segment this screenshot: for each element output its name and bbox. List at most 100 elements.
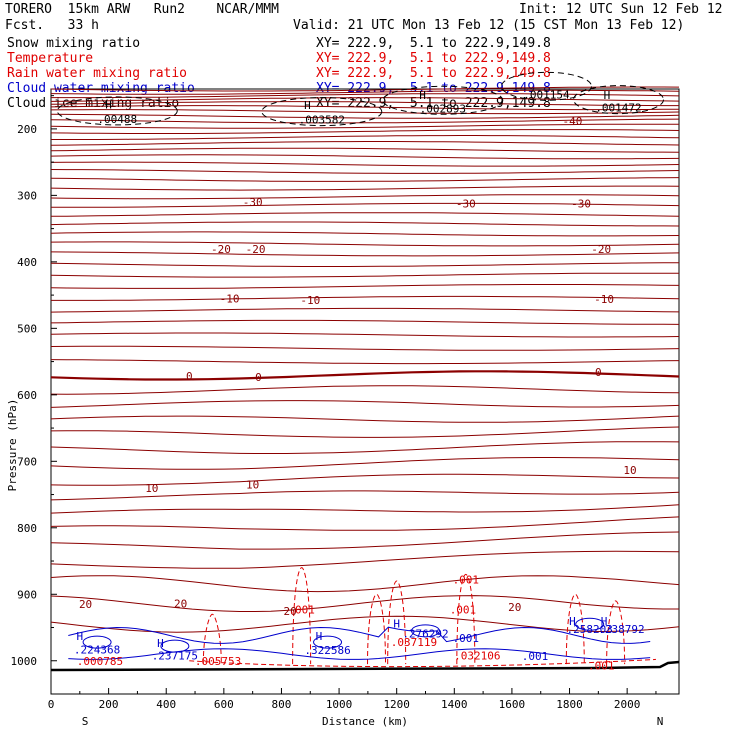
temperature-isotherm	[50, 231, 680, 237]
cloud-water-contour	[82, 635, 112, 649]
cloud-ice-max-label: .003582	[299, 114, 345, 127]
cloud-water-label: .237175	[152, 649, 198, 662]
legend-snow-name: Snow mixing ratio	[7, 36, 141, 51]
x-tick-label: 2000	[614, 698, 641, 711]
temperature-isotherm	[50, 575, 680, 593]
legend-rain-name: Rain water mixing ratio	[7, 66, 188, 81]
temperature-isotherm	[50, 332, 680, 338]
temperature-isotherm	[50, 595, 679, 612]
y-tick-label: 500	[17, 322, 37, 335]
temperature-isotherm	[50, 251, 680, 257]
temperature-isotherm	[50, 129, 680, 134]
temperature-isotherm	[50, 504, 680, 514]
x-tick-label: 1400	[441, 698, 468, 711]
isotherm-label: -20	[591, 243, 611, 256]
isotherm-label: 0	[595, 366, 602, 379]
cloud-ice-contour	[382, 85, 504, 115]
temperature-isotherm	[50, 262, 680, 267]
temperature-isotherm	[50, 272, 680, 278]
cloud-water-contours	[68, 617, 651, 660]
temperature-isotherm	[50, 359, 680, 365]
temperature-isotherm	[50, 89, 680, 95]
south-end-label: S	[82, 715, 89, 728]
temperature-isotherm	[50, 531, 680, 550]
terrain-surface-line	[50, 660, 680, 672]
cloud-water-label: .258203	[567, 623, 613, 636]
y-tick-label: 900	[17, 588, 37, 601]
temperature-isotherm	[51, 135, 680, 140]
x-tick-label: 800	[272, 698, 292, 711]
temperature-isotherm	[50, 516, 680, 531]
contour-labels: -40 -30 -30 -30 -20 -20 -20 -10 -10 -10 0 0 0 10 10 10 2…	[74, 88, 645, 672]
isotherm-label: 20	[283, 605, 296, 618]
isotherm-label: 20	[174, 598, 187, 611]
cloud-ice-contour	[500, 71, 592, 101]
high-marker: H	[157, 637, 164, 650]
cloud-water-label: .276292	[402, 628, 448, 641]
cloud-ice-max-label: .001472	[595, 102, 641, 115]
x-tick-label: 200	[99, 698, 119, 711]
forecast-hours: Fcst. 33 h	[5, 18, 99, 33]
cloud-ice-max-label: .00488	[97, 113, 137, 126]
x-tick-label: 400	[156, 698, 176, 711]
high-marker: H	[76, 630, 83, 643]
isotherm-label: 0	[186, 370, 193, 383]
rain-label: .001	[453, 574, 480, 587]
high-marker: H	[604, 89, 611, 102]
temperature-isotherms	[50, 86, 680, 633]
temperature-isotherm	[50, 385, 680, 395]
rain-contour	[367, 593, 387, 665]
isotherm-label: -20	[211, 243, 231, 256]
isotherm-label: -30	[456, 197, 476, 210]
temperature-isotherm	[50, 141, 680, 146]
rain-label: .001	[588, 659, 615, 672]
valid-time: Valid: 21 UTC Mon 13 Feb 12 (15 CST Mon …	[293, 18, 685, 33]
cloud-water-label: .238792	[598, 623, 644, 636]
rain-contour	[292, 567, 312, 665]
high-marker: H	[419, 89, 426, 102]
temperature-isotherm	[50, 113, 680, 119]
north-end-label: N	[657, 715, 664, 728]
high-marker: H	[601, 615, 608, 628]
header-left: TORERO 15km ARW Run2 NCAR/MMM	[5, 2, 279, 17]
temperature-isotherm	[50, 221, 680, 227]
legend-temperature-xy: XY= 222.9, 5.1 to 222.9,149.8	[316, 51, 551, 66]
high-marker: H	[393, 618, 400, 631]
rain-contours	[189, 567, 656, 668]
rain-contour	[387, 580, 407, 665]
y-tick-label: 400	[17, 256, 37, 269]
y-tick-label: 800	[17, 522, 37, 535]
rain-contour	[456, 573, 476, 665]
high-marker: H	[304, 99, 311, 112]
x-tick-label: 600	[214, 698, 234, 711]
isotherm-label: -40	[562, 115, 582, 128]
rain-label: .001	[450, 604, 477, 617]
cloud-water-label: .322586	[304, 644, 350, 657]
axes: 0 200 400 600 800 1000 1200 1400 1600 1800 2000200…	[11, 95, 657, 711]
rain-contour	[189, 658, 656, 668]
temperature-isotherm	[50, 154, 680, 160]
cloud-water-contour	[313, 635, 343, 649]
temperature-isotherm	[50, 307, 680, 313]
y-tick-label: 600	[17, 389, 37, 402]
temperature-isotherm	[50, 319, 680, 325]
isotherm-label: -30	[571, 197, 591, 210]
temperature-isotherm	[50, 161, 680, 167]
rain-contour	[606, 600, 626, 665]
freezing-level-isotherm	[50, 370, 680, 381]
isotherm-label: -10	[300, 294, 320, 307]
temperature-isotherm	[50, 473, 680, 486]
cloud-ice-contours	[56, 71, 665, 127]
temperature-isotherm	[50, 109, 680, 115]
y-tick-label: 700	[17, 455, 37, 468]
temperature-isotherm	[50, 415, 680, 423]
y-tick-label: 1000	[11, 655, 38, 668]
temperature-isotherm	[50, 212, 680, 217]
cloud-ice-max-label: .001154	[523, 88, 570, 101]
temperature-isotherm	[50, 97, 680, 102]
temperature-isotherm	[50, 105, 680, 111]
legend-rain-xy: XY= 222.9, 5.1 to 222.9,149.8	[316, 66, 551, 81]
isotherm-label: -10	[594, 293, 614, 306]
y-axis-label: Pressure (hPa)	[6, 399, 19, 492]
